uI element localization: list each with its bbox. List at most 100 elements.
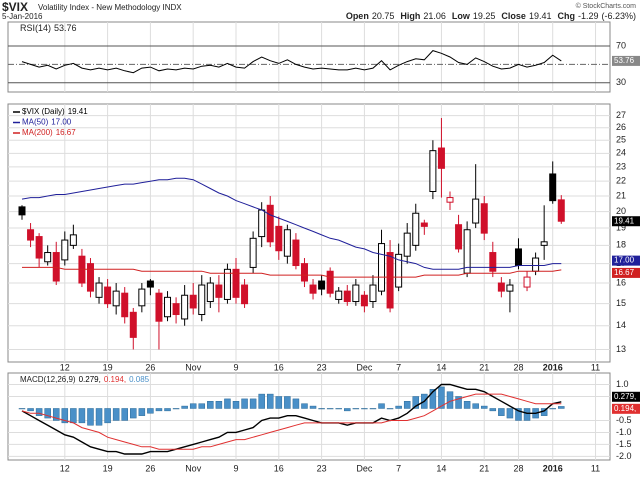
y-tick-label: 22 — [616, 176, 626, 186]
quote-value: 19.25 — [473, 11, 496, 21]
quote-change-pct: (-6.23%) — [601, 11, 636, 21]
candle-body — [155, 292, 163, 322]
histogram-bar — [361, 408, 368, 410]
legend-name: MA(200) — [22, 128, 53, 137]
candle-body — [549, 173, 557, 202]
candle-body — [420, 222, 428, 227]
histogram-bar — [27, 408, 34, 412]
histogram-bar — [344, 408, 351, 412]
candle-body — [164, 296, 172, 318]
date: 5-Jan-2016 — [2, 12, 43, 21]
quote-label: High — [400, 11, 420, 21]
value-box — [612, 267, 640, 278]
x-tick-label: 2016 — [543, 463, 563, 473]
candle-body — [352, 284, 360, 303]
histogram-bar — [207, 401, 214, 409]
histogram-bar — [44, 408, 51, 419]
candle-body — [480, 203, 488, 234]
value-box-label: 0.279, — [614, 392, 636, 401]
histogram-bar — [335, 408, 342, 410]
moving-average — [22, 266, 562, 278]
y-tick-label: 19 — [616, 222, 626, 232]
candle-body — [506, 284, 514, 292]
histogram-bar — [18, 408, 26, 410]
quote-value: -1.29 — [578, 11, 599, 21]
candle-body — [523, 276, 531, 288]
x-tick-label: 21 — [479, 362, 489, 372]
x-tick-label: 26 — [145, 362, 155, 372]
histogram-bar — [258, 393, 265, 409]
candle-body — [318, 280, 326, 290]
quote-label: Open — [346, 11, 369, 21]
histogram-bar — [52, 408, 60, 421]
y-tick-label: 23 — [616, 161, 626, 171]
x-tick-label: 28 — [513, 362, 523, 372]
legend-name: MA(50) — [22, 118, 49, 127]
candle-body — [86, 263, 94, 292]
y-tick-label: 1.0 — [616, 379, 629, 389]
candle-body — [386, 252, 394, 309]
candle-body — [206, 282, 214, 303]
histogram-bar — [292, 398, 300, 409]
histogram-bar — [147, 408, 154, 414]
quote-value: 19.41 — [529, 11, 552, 21]
candle-body — [198, 284, 206, 316]
x-tick-label: Nov — [185, 362, 202, 372]
y-tick-label: -0.5 — [616, 415, 632, 425]
quote-label: Low — [452, 11, 471, 21]
histogram-bar — [130, 408, 137, 419]
histogram-bar — [232, 401, 240, 409]
x-tick-label: 7 — [396, 362, 401, 372]
legend: MA(200) 16.67 — [22, 128, 76, 137]
candle-body — [249, 237, 257, 268]
legend: MACD(12,26,9) 0.279, 0.194, 0.085 — [20, 375, 150, 384]
histogram-bar — [241, 398, 248, 409]
candle-body — [27, 229, 35, 241]
histogram-bar — [369, 408, 377, 410]
candle-body — [292, 239, 300, 267]
histogram-bar — [352, 408, 360, 410]
histogram-bar — [403, 401, 411, 409]
candle-body — [369, 284, 377, 303]
candle-body — [300, 263, 308, 282]
histogram-bar — [172, 408, 180, 410]
candle-body — [52, 252, 60, 282]
candle-body — [181, 294, 189, 320]
histogram-bar — [215, 401, 223, 409]
candle-body — [275, 225, 283, 252]
y-tick-label: 30 — [616, 77, 626, 87]
histogram-bar — [506, 408, 514, 419]
x-tick-label: 12 — [60, 463, 70, 473]
candle-body — [146, 280, 154, 288]
histogram-bar — [523, 408, 531, 421]
candle-body — [241, 284, 249, 305]
histogram-bar — [480, 405, 488, 409]
candle-body — [532, 257, 540, 272]
legend-name: RSI(14) — [20, 23, 51, 33]
symbol: $VIX — [2, 0, 28, 14]
value-box-label: 53.76 — [614, 56, 635, 65]
histogram-bar — [266, 393, 274, 409]
histogram-bar — [189, 403, 197, 409]
histogram-bar — [455, 396, 462, 409]
candle-body — [215, 284, 223, 298]
x-tick-label: 21 — [479, 463, 489, 473]
candle-body — [104, 286, 112, 305]
value-box — [612, 391, 640, 402]
candle-body — [232, 268, 240, 298]
legend-value: 0.194, — [104, 375, 126, 384]
legend-name: $VIX (Daily) — [22, 107, 65, 116]
candle-body — [18, 206, 26, 216]
moving-average — [21, 177, 562, 270]
y-tick-label: 21 — [616, 190, 626, 200]
candle-body — [463, 229, 471, 274]
candle-body — [497, 282, 505, 292]
candle-body — [129, 311, 137, 338]
legend-value: 19.41 — [68, 107, 89, 116]
x-tick-label: 9 — [233, 463, 238, 473]
y-tick-label: 26 — [616, 122, 626, 132]
quote-label: Close — [501, 11, 526, 21]
y-tick-label: -1.5 — [616, 439, 632, 449]
candle-body — [378, 243, 386, 292]
